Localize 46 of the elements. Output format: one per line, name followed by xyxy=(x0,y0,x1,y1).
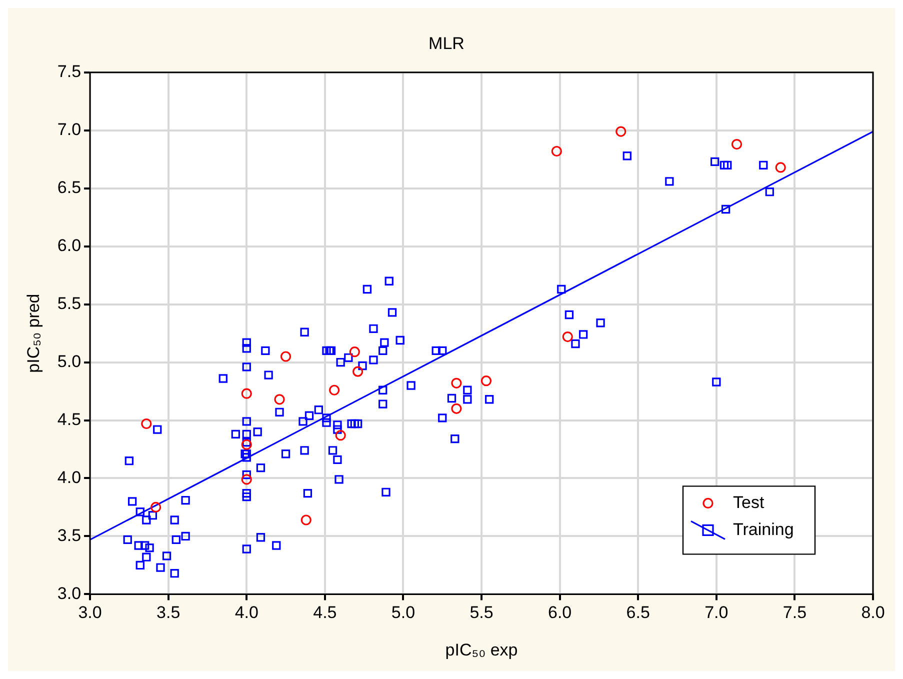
y-tick-label: 5.5 xyxy=(57,294,82,313)
x-tick-label: 8.0 xyxy=(861,603,885,622)
point xyxy=(352,366,364,377)
y-tick-label: 5.0 xyxy=(57,352,82,371)
point xyxy=(241,439,252,450)
point xyxy=(451,403,462,414)
y-tick-label: 3.0 xyxy=(57,584,82,603)
legend-label: Training xyxy=(733,520,794,539)
y-tick-label: 4.5 xyxy=(57,410,82,429)
x-tick-label: 3.5 xyxy=(156,603,180,622)
point xyxy=(731,138,742,150)
x-tick-label: 6.5 xyxy=(626,603,650,622)
point xyxy=(335,430,346,441)
legend-label: Test xyxy=(733,492,764,512)
y-tick-label: 7.0 xyxy=(57,120,82,140)
x-tick-label: 5.5 xyxy=(470,603,494,622)
point xyxy=(349,346,360,358)
y-tick-label: 3.5 xyxy=(57,526,82,545)
point xyxy=(551,146,562,157)
point xyxy=(775,162,786,173)
y-tick-label: 6.0 xyxy=(57,236,82,256)
y-axis-title: pIC₅₀ pred xyxy=(24,294,43,373)
point xyxy=(616,126,626,137)
point xyxy=(451,378,462,388)
x-tick-label: 6.0 xyxy=(548,603,572,622)
point xyxy=(274,394,285,405)
point xyxy=(241,388,252,399)
point xyxy=(280,351,292,362)
x-tick-label: 4.5 xyxy=(313,603,337,622)
x-tick-label: 7.5 xyxy=(782,603,807,622)
y-tick-label: 7.5 xyxy=(57,62,82,82)
x-tick-label: 5.0 xyxy=(391,603,416,622)
point xyxy=(562,331,573,342)
x-tick-label: 3.0 xyxy=(78,603,102,622)
point xyxy=(150,502,162,513)
x-tick-label: 4.0 xyxy=(234,603,258,622)
x-tick-label: 7.0 xyxy=(704,603,728,622)
point xyxy=(480,376,492,386)
y-tick-label: 6.5 xyxy=(57,178,82,198)
point xyxy=(300,514,312,526)
point xyxy=(329,384,340,396)
point xyxy=(141,418,152,430)
chart-title: MLR xyxy=(428,34,464,53)
x-axis-title: pIC₅₀ exp xyxy=(445,640,518,660)
point xyxy=(241,474,252,485)
y-tick-label: 4.0 xyxy=(57,468,82,487)
